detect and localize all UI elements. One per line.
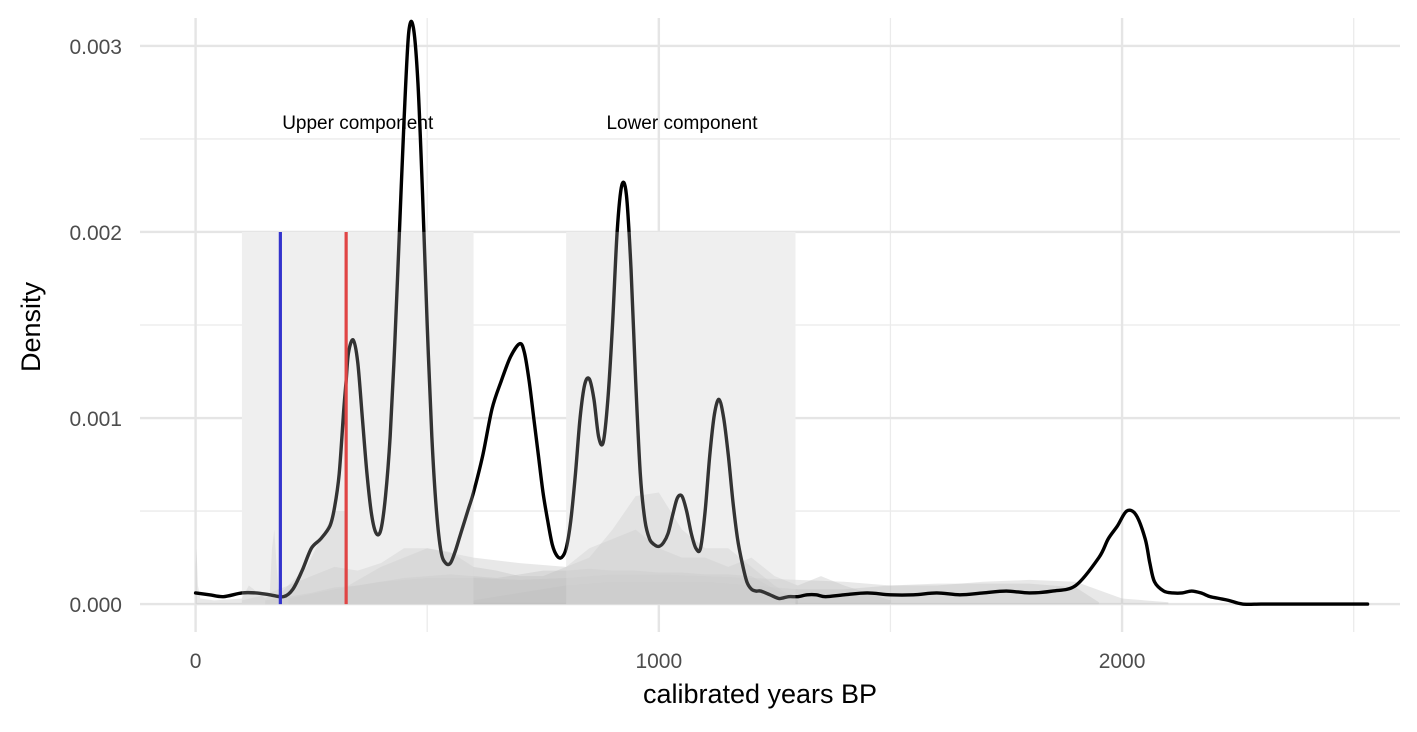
shaded-region-2 <box>566 231 796 605</box>
background-density-3 <box>288 574 1169 605</box>
y-tick-label: 0.002 <box>69 222 122 245</box>
y-axis-title: Density <box>16 281 46 372</box>
background-density-5 <box>265 568 798 605</box>
background-densities <box>195 492 1169 605</box>
x-tick-label: 0 <box>190 650 202 673</box>
y-tick-label: 0.003 <box>69 36 122 59</box>
summed-density-line <box>193 19 1370 607</box>
annotation-1: Upper component <box>282 113 434 134</box>
annotations: Upper component Lower component <box>282 113 758 134</box>
vertical-lines <box>278 231 348 605</box>
shaded-region-overlay-2 <box>566 231 796 605</box>
tick-labels: 0 1000 2000 0.000 0.001 0.002 0.003 <box>69 36 1145 673</box>
x-tick-label: 1000 <box>635 650 682 673</box>
x-axis-title: calibrated years BP <box>643 679 877 709</box>
y-tick-label: 0.000 <box>69 594 122 617</box>
annotation-2: Lower component <box>606 113 758 134</box>
shaded-region-overlay-1 <box>241 231 474 605</box>
summed-density <box>193 19 1370 607</box>
background-density-4 <box>473 581 1099 605</box>
background-density-2 <box>241 529 891 605</box>
x-tick-label: 2000 <box>1099 650 1146 673</box>
y-tick-label: 0.001 <box>69 408 122 431</box>
